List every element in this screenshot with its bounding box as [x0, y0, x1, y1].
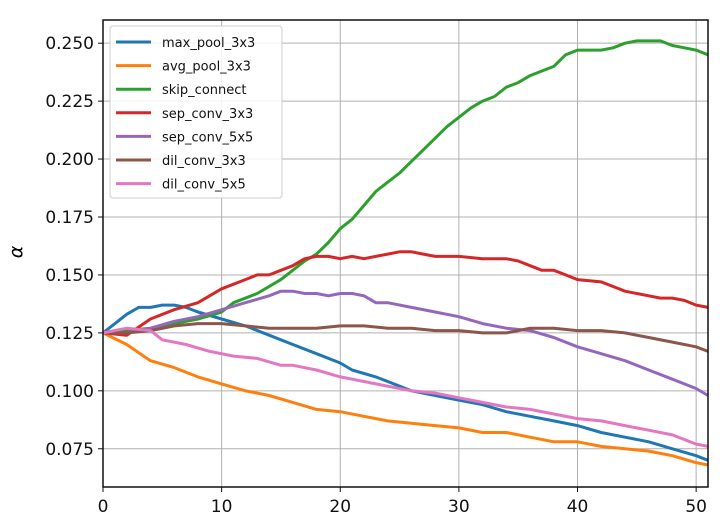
- series-line-sep-conv-3x3: [102, 250, 709, 337]
- y-tick-label: 0.175: [45, 208, 94, 228]
- y-tick-label: 0.125: [45, 324, 94, 344]
- legend-label: max_pool_3x3: [162, 36, 255, 51]
- x-tick-label: 20: [329, 497, 351, 517]
- y-tick-label: 0.150: [45, 266, 94, 286]
- plot-frame: [102, 19, 709, 488]
- x-tick-label: 30: [448, 497, 470, 517]
- y-axis-label: α: [5, 245, 27, 258]
- x-tick-label: 10: [211, 497, 233, 517]
- legend-box: [109, 25, 283, 199]
- series-lines: [102, 39, 709, 467]
- series-line-avg-pool-3x3: [102, 331, 709, 467]
- legend-label: sep_conv_3x3: [162, 107, 253, 122]
- series-line-dil-conv-3x3: [103, 322, 709, 353]
- x-tick-label: 0: [98, 497, 109, 517]
- series-line-sep-conv-5x5: [103, 289, 709, 397]
- y-tick-label: 0.225: [45, 92, 94, 112]
- series-line-skip-connect: [102, 39, 709, 335]
- y-tick-label: 0.250: [45, 34, 94, 54]
- y-tick-label: 0.200: [45, 150, 94, 170]
- legend-label: avg_pool_3x3: [162, 60, 251, 75]
- x-tick-label: 50: [685, 497, 707, 517]
- axis-ticks: 0 10 20 30 40 50 0.075 0.100 0.125 0.150 0.175 0.20…: [45, 34, 707, 517]
- x-tick-label: 40: [567, 497, 589, 517]
- legend-label: dil_conv_3x3: [162, 154, 246, 169]
- y-tick-label: 0.075: [45, 440, 94, 460]
- legend: max_pool_3x3 avg_pool_3x3 skip_connect sep_…: [109, 25, 283, 199]
- series-line-dil-conv-5x5: [102, 326, 709, 448]
- legend-label: skip_connect: [162, 83, 247, 98]
- series-line-max-pool-3x3: [102, 303, 709, 462]
- y-tick-label: 0.100: [45, 382, 94, 402]
- legend-label: sep_conv_5x5: [162, 130, 253, 145]
- legend-label: dil_conv_5x5: [162, 178, 246, 193]
